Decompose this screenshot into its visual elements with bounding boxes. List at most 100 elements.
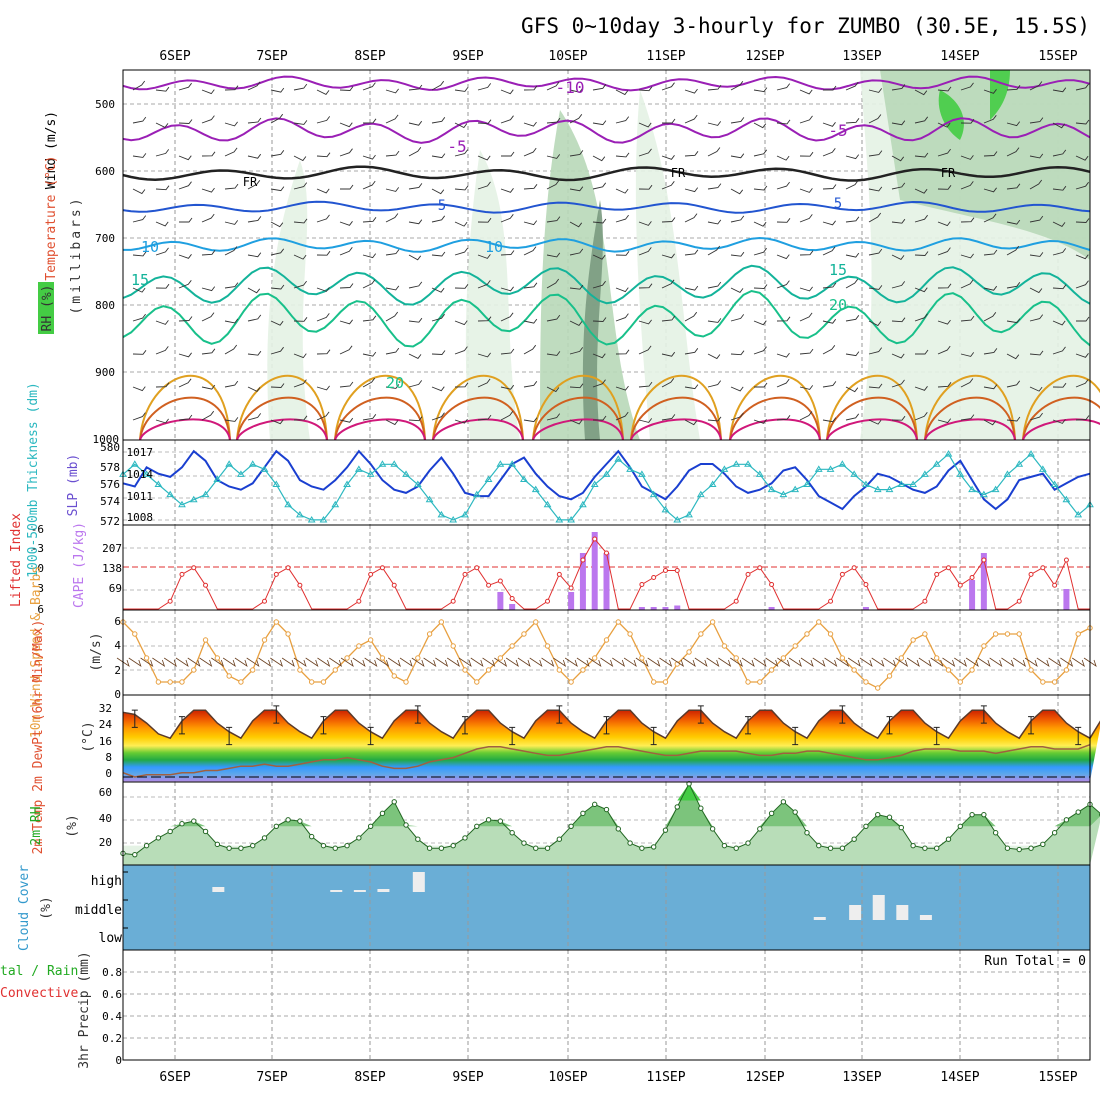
upper-wind-barb (914, 89, 928, 96)
wind-barb (824, 657, 838, 667)
wind-speed-marker (933, 655, 940, 661)
wind-speed-marker (533, 619, 539, 625)
wind-barb (152, 657, 166, 667)
thickness-marker (850, 470, 859, 477)
rh-shading (465, 150, 520, 440)
thickness-marker (449, 515, 458, 523)
upper-wind-barb (316, 313, 330, 322)
cloud-label: Cloud Cover (17, 865, 32, 951)
chart-title: GFS 0~10day 3-hourly for ZUMBO (30.5E, 1… (521, 14, 1090, 38)
wind-barb (140, 657, 154, 667)
upper-wind-barb (868, 320, 882, 327)
bottom-date-label: 9SEP (452, 1070, 483, 1085)
cloud-bar (330, 890, 343, 892)
upper-wind-barb (339, 417, 354, 423)
thickness-marker (543, 500, 552, 508)
wind-speed-marker (603, 637, 610, 643)
wind-barb (376, 657, 390, 667)
upper-wind-barb (546, 278, 560, 289)
upper-wind-barb (546, 314, 561, 322)
li-marker (556, 571, 562, 577)
wind-barb (281, 657, 295, 667)
temp-contour-minus5 (122, 117, 1091, 144)
upper-wind-barb (523, 344, 537, 355)
upper-wind-barb (1029, 179, 1043, 190)
cape-tick: 207 (102, 542, 122, 555)
temp-line (122, 709, 1100, 740)
rh-marker (922, 845, 928, 851)
upper-wind-barb (891, 84, 906, 91)
upper-wind-barb (754, 382, 768, 388)
wind-speed-marker (308, 679, 315, 685)
upper-wind-barb (799, 250, 814, 256)
upper-wind-barb (385, 213, 399, 223)
thickness-marker (661, 505, 670, 513)
wind-speed-marker (474, 679, 480, 685)
upper-wind-barb (753, 346, 767, 355)
warm-temp-contour (1022, 418, 1100, 441)
upper-wind-barb (891, 120, 906, 126)
rh-marker (521, 840, 527, 846)
upper-wind-barb (707, 353, 721, 360)
wind-speed-marker (827, 631, 834, 637)
wind-barb (446, 657, 460, 667)
top-date-label: 15SEP (1038, 49, 1077, 64)
wind-speed-marker (733, 655, 739, 661)
upper-wind-barb (914, 386, 928, 391)
upper-wind-barb (155, 221, 169, 227)
warm-temp-contour (532, 396, 624, 441)
upper-wind-barb (431, 287, 445, 293)
precip-convective-label: Convective (0, 986, 78, 1001)
upper-wind-barb (776, 155, 790, 161)
upper-wind-barb (385, 384, 400, 389)
rh-marker (592, 801, 598, 808)
wind-barb (930, 657, 944, 667)
upper-wind-barb (983, 89, 997, 94)
thickness-marker (272, 480, 281, 487)
li-marker (297, 582, 303, 588)
wind-barb (1071, 657, 1085, 667)
thickness-marker (531, 485, 540, 493)
cape-tick: 69 (109, 582, 122, 595)
rh-shading (635, 90, 700, 440)
thickness-marker (673, 515, 682, 523)
li-marker (639, 582, 645, 587)
upper-wind-barb (178, 414, 193, 421)
upper-wind-barb (1075, 181, 1089, 190)
rh-marker (933, 845, 940, 851)
rh-marker (415, 836, 421, 842)
wind-speed-marker (851, 667, 857, 673)
contour-label: 20 (386, 374, 404, 392)
cloud-bar (872, 895, 885, 920)
upper-wind-barb (1006, 416, 1021, 422)
upper-wind-barb (983, 187, 997, 193)
upper-wind-barb (730, 215, 745, 223)
thickness-marker (755, 470, 764, 477)
cape-bar (674, 605, 681, 610)
thickness-marker (378, 460, 387, 467)
cape-bar (1063, 589, 1070, 610)
rh-marker (1016, 846, 1022, 853)
upper-wind-barb (408, 254, 422, 261)
rh-marker (863, 823, 869, 829)
upper-wind-barb (454, 346, 468, 355)
wind-speed-marker (426, 631, 433, 637)
wind-barb (576, 657, 590, 667)
bottom-date-label: 11SEP (646, 1070, 685, 1085)
upper-wind-barb (569, 221, 583, 228)
temp-range-bar (1028, 716, 1035, 735)
thickness-marker (331, 500, 340, 508)
thickness-marker (932, 460, 941, 467)
top-date-label: 11SEP (646, 49, 685, 64)
thickness-marker (744, 460, 752, 467)
temp-range-bar (367, 726, 374, 746)
upper-wind-barb (960, 217, 975, 223)
upper-wind-barb (224, 417, 239, 422)
warm-temp-contour (432, 374, 524, 441)
upper-wind-barb (661, 253, 675, 259)
upper-wind-barb (615, 116, 630, 124)
thickness-marker (366, 470, 375, 477)
upper-wind-barb (707, 281, 722, 289)
wind-panel-axis: 0 2 4 6 10m Wind Speed & Barbs (m/s) (29, 566, 121, 738)
